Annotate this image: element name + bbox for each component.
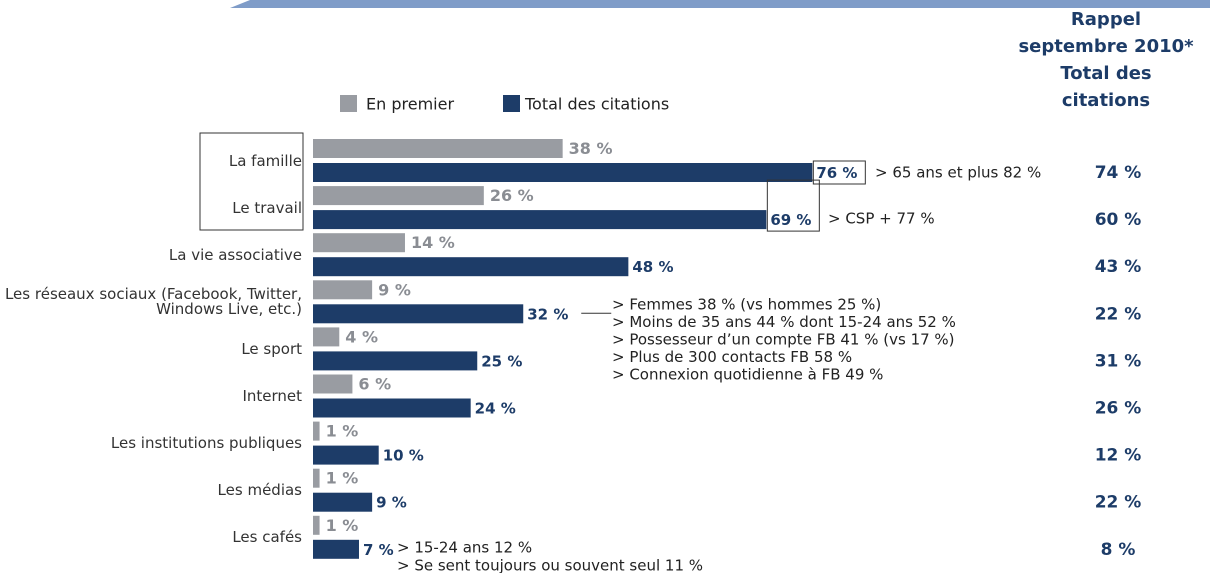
value-label: 1 % [326,469,359,488]
annotation: > Plus de 300 contacts FB 58 % [612,348,852,366]
annotation: > 65 ans et plus 82 % [875,164,1041,182]
label-box [766,179,820,232]
category-label: Les cafés [232,528,302,547]
column-value: 8 % [1101,540,1136,560]
column-title: Total des [1060,63,1151,84]
value-label: 69 % [770,211,811,229]
category-label: Le sport [241,339,302,358]
label-box [812,160,866,185]
column-value: 26 % [1095,399,1142,419]
column-value: 22 % [1095,493,1142,513]
annotation: > Moins de 35 ans 44 % dont 15-24 ans 52… [612,313,956,331]
value-label: 4 % [345,327,378,346]
annotation: > Se sent toujours ou souvent seul 11 % [397,557,703,573]
category-label: Le travail [232,198,302,217]
bar [313,233,405,253]
value-label: 1 % [326,422,359,441]
value-label: 9 % [376,494,407,512]
legend-swatch [503,95,520,112]
category-label: Internet [242,387,302,405]
column-value: 60 % [1095,210,1142,230]
bar [313,304,524,324]
value-label: 24 % [475,400,516,418]
column-value: 22 % [1095,304,1142,324]
value-label: 76 % [816,164,857,182]
bar [313,515,320,535]
value-label: 10 % [383,447,424,465]
annotation: > Connexion quotidienne à FB 49 % [612,366,883,384]
bar [313,421,320,441]
column-title: citations [1062,90,1150,111]
category-label: Les institutions publiques [110,434,302,453]
category-label: Les réseaux sociaux (Facebook, Twitter, … [4,285,302,319]
value-label: 14 % [411,233,455,252]
bar [313,257,629,277]
bar [313,398,471,418]
value-label: 9 % [378,280,411,299]
column-value: 74 % [1095,163,1142,183]
bar [313,327,340,347]
bar [313,374,353,394]
bar [313,468,320,488]
bar [313,539,359,559]
value-label: 6 % [358,375,391,394]
bar [313,186,484,206]
value-label: 26 % [490,186,534,205]
category-label: Les médias [217,481,302,500]
legend-label: En premier [366,95,454,114]
value-label: 25 % [481,352,522,370]
bar [313,445,379,465]
bar [313,210,767,230]
bar [313,163,813,182]
bar [313,139,563,158]
annotation: > Femmes 38 % (vs hommes 25 %) [612,296,881,314]
value-label: 32 % [527,305,568,323]
column-value: 43 % [1095,257,1142,277]
bar [313,280,373,300]
value-label: 7 % [363,541,394,559]
annotation: > Possesseur d’un compte FB 41 % (vs 17 … [612,331,955,349]
legend-label: Total des citations [524,95,669,114]
column-value: 12 % [1095,446,1142,466]
value-label: 48 % [632,258,673,276]
column-title: septembre 2010* [1018,36,1194,57]
top-band [230,0,1210,8]
value-label: 38 % [569,139,613,158]
annotation: > CSP + 77 % [828,210,935,228]
category-label: La vie associative [168,245,302,264]
annotation: > 15-24 ans 12 % [397,539,532,557]
bar [313,351,478,371]
category-label: La famille [228,151,302,170]
column-value: 31 % [1095,351,1142,371]
value-label: 1 % [326,516,359,535]
bar [313,492,373,512]
column-title: Rappel [1071,9,1141,30]
highlight-box [199,132,304,231]
legend-swatch [340,95,357,112]
